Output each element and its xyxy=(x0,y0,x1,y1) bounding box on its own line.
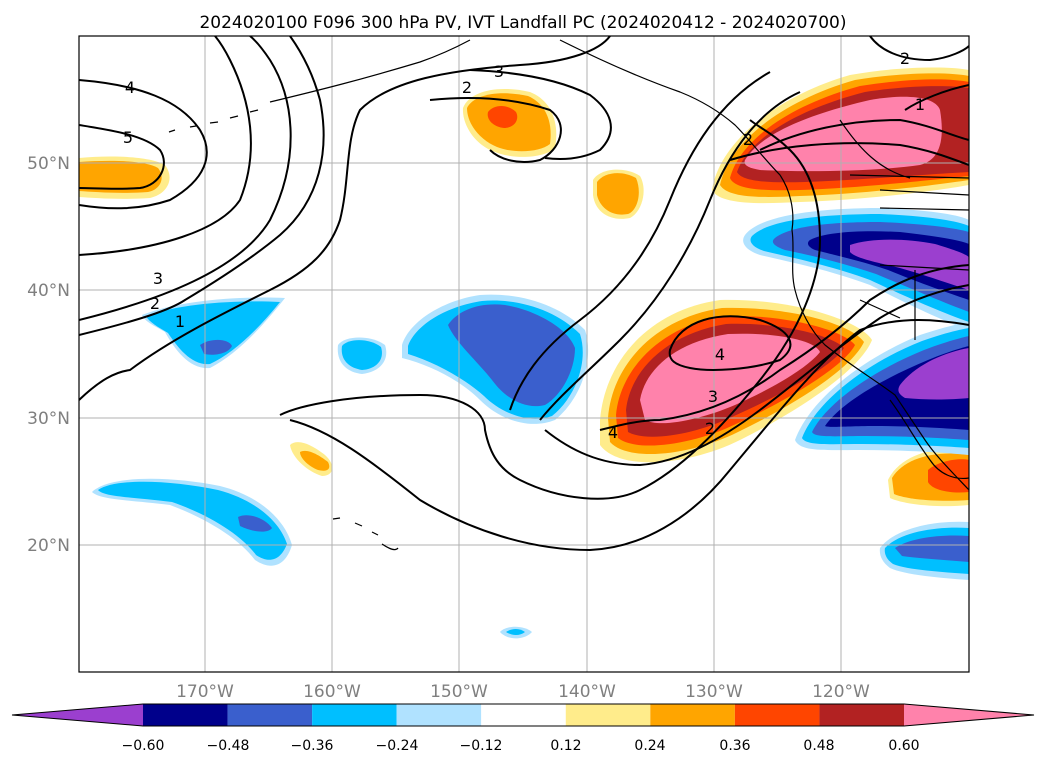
colorbar-extend-max xyxy=(904,704,1034,726)
contour-label: 4 xyxy=(608,423,618,442)
figure-title: 2024020100 F096 300 hPa PV, IVT Landfall… xyxy=(199,13,846,33)
gridlines xyxy=(79,36,969,672)
colorbar-segment xyxy=(143,704,228,726)
lon-label: 160°W xyxy=(303,682,361,702)
lon-label: 130°W xyxy=(685,682,743,702)
colorbar-segment xyxy=(227,704,313,726)
colorbar-segment xyxy=(650,704,735,726)
colorbar-extend-min xyxy=(12,704,143,726)
contour-label: 1 xyxy=(915,95,925,114)
contour-label: 4 xyxy=(125,78,135,97)
contour-label: 3 xyxy=(708,387,718,406)
contour-label: 3 xyxy=(153,269,163,288)
colorbar-segments xyxy=(11,703,1035,727)
colorbar-segment xyxy=(565,704,651,726)
colorbar-tick: −0.12 xyxy=(460,738,503,754)
lon-label: 170°W xyxy=(176,682,234,702)
colorbar-tick: 0.36 xyxy=(719,738,750,754)
negative-anomaly-far-south xyxy=(879,521,969,580)
map-frame xyxy=(78,35,970,673)
longitude-labels: 170°W 160°W 150°W 140°W 130°W 120°W xyxy=(176,682,870,702)
contour-label: 2 xyxy=(900,49,910,68)
lat-label: 20°N xyxy=(27,536,70,556)
negative-anomaly-small-central xyxy=(337,337,387,374)
colorbar-outline xyxy=(11,703,1035,727)
colorbar: −0.60 −0.48 −0.36 −0.24 −0.12 0.12 0.24 … xyxy=(11,703,1035,754)
latitude-labels: 50°N 40°N 30°N 20°N xyxy=(27,154,70,556)
contour-label: 5 xyxy=(123,128,133,147)
negative-anomaly-west xyxy=(142,297,285,369)
lat-label: 40°N xyxy=(27,281,70,301)
colorbar-segment xyxy=(819,704,904,726)
colorbar-segment xyxy=(734,704,820,726)
contour-label: 2 xyxy=(462,78,472,97)
lon-label: 150°W xyxy=(430,682,488,702)
colorbar-tick: −0.24 xyxy=(376,738,419,754)
colorbar-segment xyxy=(396,704,482,726)
contour-label: 2 xyxy=(743,130,753,149)
contour-label: 1 xyxy=(175,312,185,331)
lon-label: 140°W xyxy=(558,682,616,702)
colorbar-tick: 0.60 xyxy=(888,738,919,754)
contour-label: 2 xyxy=(705,419,715,438)
colorbar-tick: 0.48 xyxy=(803,738,834,754)
positive-anomaly-central-n xyxy=(593,169,644,219)
colorbar-tick: −0.60 xyxy=(122,738,165,754)
colorbar-tick: 0.12 xyxy=(550,738,581,754)
contour-label: 2 xyxy=(150,294,160,313)
contour-label: 3 xyxy=(494,62,504,81)
colorbar-segment xyxy=(481,704,566,726)
negative-anomaly-tiny xyxy=(500,626,532,639)
map-panel: 4 5 3 2 1 2 3 2 4 3 2 4 1 2 xyxy=(78,35,970,673)
negative-anomaly-central xyxy=(402,294,589,424)
lon-label: 120°W xyxy=(812,682,870,702)
contour-label: 4 xyxy=(715,345,725,364)
colorbar-ticks: −0.60 −0.48 −0.36 −0.24 −0.12 0.12 0.24 … xyxy=(122,738,920,754)
lat-label: 30°N xyxy=(27,409,70,429)
colorbar-tick: −0.36 xyxy=(291,738,334,754)
colorbar-tick: 0.24 xyxy=(634,738,665,754)
colorbar-tick: −0.48 xyxy=(207,738,250,754)
pv-contours xyxy=(79,36,969,552)
positive-anomaly-gulf xyxy=(462,88,557,157)
positive-anomaly-small xyxy=(290,442,333,476)
coastlines xyxy=(168,39,969,551)
lat-label: 50°N xyxy=(27,154,70,174)
positive-anomaly-baja xyxy=(888,448,969,507)
negative-anomaly-southwest xyxy=(92,478,292,566)
colorbar-segment xyxy=(312,704,397,726)
pv-contour-labels: 4 5 3 2 1 2 3 2 4 3 2 4 1 2 xyxy=(123,49,925,442)
